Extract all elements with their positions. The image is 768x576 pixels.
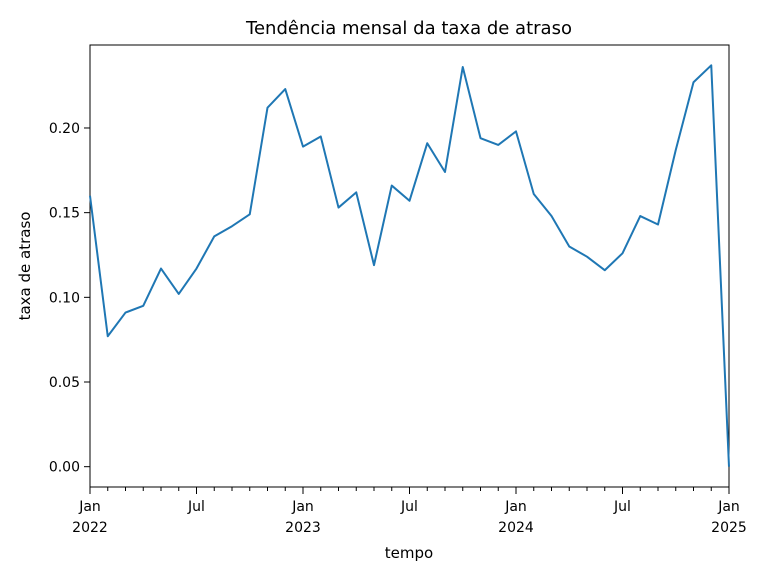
chart-title: Tendência mensal da taxa de atraso	[245, 18, 572, 39]
data-point	[373, 264, 375, 266]
data-point	[267, 107, 269, 109]
data-point	[338, 207, 340, 209]
data-point	[196, 268, 198, 270]
data-point	[231, 225, 233, 227]
data-point	[213, 235, 215, 237]
data-point	[160, 268, 162, 270]
data-point	[675, 149, 677, 151]
x-tick-label: Jul	[400, 499, 418, 515]
data-point	[515, 130, 517, 132]
data-point	[320, 135, 322, 137]
x-tick-year-label: 2022	[72, 520, 108, 536]
x-tick-label: Jan	[78, 499, 101, 515]
data-point	[178, 293, 180, 295]
data-point	[586, 256, 588, 258]
data-point	[107, 335, 109, 337]
data-point	[551, 215, 553, 217]
x-tick-year-label: 2025	[711, 520, 747, 536]
data-point	[284, 88, 286, 90]
data-points	[89, 64, 730, 467]
y-tick-label: 0.00	[49, 460, 80, 476]
x-tick-label: Jan	[504, 499, 527, 515]
x-axis-label: tempo	[385, 544, 433, 562]
x-tick-label: Jul	[613, 499, 631, 515]
data-point	[693, 81, 695, 83]
data-point	[710, 64, 712, 66]
data-point	[89, 195, 91, 197]
data-point	[355, 191, 357, 193]
plot-area	[89, 44, 730, 488]
series-line	[89, 64, 730, 467]
y-tick-label: 0.15	[49, 206, 80, 222]
data-point	[462, 66, 464, 68]
x-tick-year-label: 2024	[498, 520, 534, 536]
data-point	[497, 144, 499, 146]
y-tick-label: 0.05	[49, 375, 80, 391]
data-point	[639, 215, 641, 217]
data-point	[391, 185, 393, 187]
data-point	[728, 466, 730, 468]
data-point	[604, 269, 606, 271]
data-point	[142, 305, 144, 307]
x-tick-year-label: 2023	[285, 520, 321, 536]
y-tick-label: 0.10	[49, 290, 80, 306]
y-tick-label: 0.20	[49, 121, 80, 137]
data-point	[249, 213, 251, 215]
y-axis-label: taxa de atraso	[16, 212, 34, 321]
data-point	[657, 224, 659, 226]
data-point	[444, 171, 446, 173]
data-point	[125, 312, 127, 314]
x-tick-label: Jan	[717, 499, 740, 515]
axis-ticks: 0.00 0.05 0.10 0.15 0.20 Jan 2022 Jul Jan 2023 Jul…	[49, 121, 747, 536]
data-point	[622, 252, 624, 254]
data-point	[480, 137, 482, 139]
data-point	[426, 142, 428, 144]
data-point	[568, 246, 570, 248]
data-point	[533, 193, 535, 195]
data-point	[302, 146, 304, 148]
data-point	[409, 200, 411, 202]
x-tick-label: Jul	[187, 499, 205, 515]
x-tick-label: Jan	[291, 499, 314, 515]
